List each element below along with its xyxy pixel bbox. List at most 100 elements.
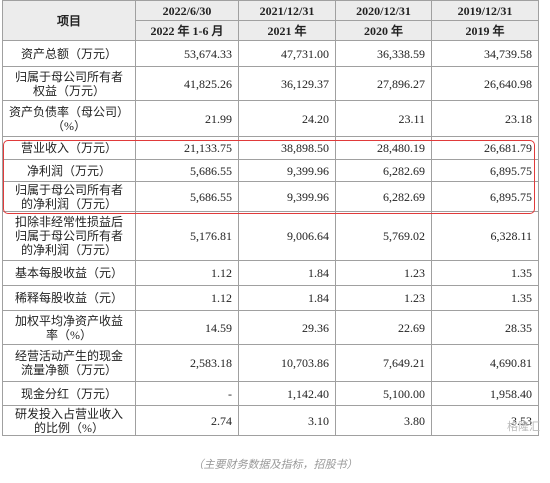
row-label-line: 加权平均净资产收益 bbox=[14, 313, 123, 328]
table-row: 加权平均净资产收益 率（%） 14.59 29.36 22.69 28.35 bbox=[2, 310, 539, 345]
cell-value: 38,898.50 bbox=[238, 136, 336, 160]
header-period: 2022 年 1-6 月 bbox=[135, 20, 239, 41]
row-label: 现金分红（万元） bbox=[2, 381, 136, 406]
row-label-line: 净利润（万元） bbox=[26, 163, 111, 178]
cell-value: 2,583.18 bbox=[135, 344, 239, 382]
cell-value: 4,690.81 bbox=[431, 344, 539, 382]
cell-value: 47,731.00 bbox=[238, 40, 336, 67]
cell-value: 36,338.59 bbox=[335, 40, 432, 67]
header-period: 2021 年 bbox=[238, 20, 336, 41]
row-label-line: 营业收入（万元） bbox=[20, 141, 117, 155]
cell-value: 3.80 bbox=[335, 405, 432, 436]
row-label-line: 资产总额（万元） bbox=[20, 46, 117, 61]
cell-value: 1,142.40 bbox=[238, 381, 336, 406]
cell-value: 5,176.81 bbox=[135, 211, 239, 261]
row-label: 归属于母公司所有者 权益（万元） bbox=[2, 66, 136, 101]
row-label: 研发投入占营业收入 的比例（%） bbox=[2, 405, 136, 436]
cell-value: 27,896.27 bbox=[335, 66, 432, 101]
cell-value: 9,399.96 bbox=[238, 159, 336, 182]
cell-value: 41,825.26 bbox=[135, 66, 239, 101]
row-label: 营业收入（万元） bbox=[2, 136, 136, 160]
header-date: 2022/6/30 bbox=[135, 0, 239, 21]
row-label: 归属于母公司所有者 的净利润（万元） bbox=[2, 181, 136, 212]
row-label-line: 稀释每股收益（元） bbox=[14, 291, 123, 305]
cell-value: 5,100.00 bbox=[335, 381, 432, 406]
table-row: 基本每股收益（元） 1.12 1.84 1.23 1.35 bbox=[2, 260, 539, 286]
cell-value: 53,674.33 bbox=[135, 40, 239, 67]
table-row: 归属于母公司所有者 的净利润（万元） 5,686.55 9,399.96 6,282.6… bbox=[2, 181, 539, 212]
cell-value: 26,681.79 bbox=[431, 136, 539, 160]
cell-value: 9,006.64 bbox=[238, 211, 336, 261]
cell-value: 28.35 bbox=[431, 310, 539, 345]
cell-value: 6,282.69 bbox=[335, 159, 432, 182]
cell-value: 5,686.55 bbox=[135, 159, 239, 182]
row-label-line: 经营活动产生的现金 bbox=[14, 349, 123, 363]
table-body: 项目 2022/6/30 2021/12/31 2020/12/31 2019/12/… bbox=[2, 0, 539, 436]
cell-value: 36,129.37 bbox=[238, 66, 336, 101]
cell-value: 1.23 bbox=[335, 260, 432, 286]
row-label-line: 的比例（%） bbox=[34, 420, 104, 435]
table-row: 净利润（万元） 5,686.55 9,399.96 6,282.69 6,895.75 bbox=[2, 159, 539, 182]
cell-value: 1,958.40 bbox=[431, 381, 539, 406]
row-label: 净利润（万元） bbox=[2, 159, 136, 182]
row-label: 基本每股收益（元） bbox=[2, 260, 136, 286]
row-label: 加权平均净资产收益 率（%） bbox=[2, 310, 136, 345]
cell-value: 9,399.96 bbox=[238, 181, 336, 212]
header-date: 2021/12/31 bbox=[238, 0, 336, 21]
row-label-line: 的净利润（万元） bbox=[20, 243, 117, 257]
row-label-line: 基本每股收益（元） bbox=[14, 266, 123, 280]
cell-value: 7,649.21 bbox=[335, 344, 432, 382]
cell-value: 22.69 bbox=[335, 310, 432, 345]
row-label-line: 研发投入占营业收入 bbox=[14, 406, 123, 421]
row-label: 资产负债率（母公司） （%） bbox=[2, 100, 136, 137]
row-label-line: 归属于母公司所有者 bbox=[14, 69, 123, 84]
header-date: 2020/12/31 bbox=[335, 0, 432, 21]
cell-value: 34,739.58 bbox=[431, 40, 539, 67]
cell-value: 2.74 bbox=[135, 405, 239, 436]
cell-value: 1.35 bbox=[431, 260, 539, 286]
header-period: 2019 年 bbox=[431, 20, 539, 41]
row-label-line: 的净利润（万元） bbox=[20, 196, 117, 211]
cell-value: 14.59 bbox=[135, 310, 239, 345]
table-row: 资产总额（万元） 53,674.33 47,731.00 36,338.59 34,73… bbox=[2, 40, 539, 67]
cell-value: 5,686.55 bbox=[135, 181, 239, 212]
caption: （主要财务数据及指标，招股书） bbox=[192, 458, 358, 471]
row-label-line: 扣除非经常性损益后 bbox=[14, 215, 123, 229]
row-label-line: 归属于母公司所有者 bbox=[14, 229, 123, 243]
cell-value: 1.84 bbox=[238, 285, 336, 311]
header-period: 2020 年 bbox=[335, 20, 432, 41]
row-label: 稀释每股收益（元） bbox=[2, 285, 136, 311]
row-label: 经营活动产生的现金 流量净额（万元） bbox=[2, 344, 136, 382]
header-date: 2019/12/31 bbox=[431, 0, 539, 21]
cell-value: 23.11 bbox=[335, 100, 432, 137]
cell-value: 26,640.98 bbox=[431, 66, 539, 101]
row-label-line: 权益（万元） bbox=[32, 83, 105, 98]
row-label-line: 归属于母公司所有者 bbox=[14, 182, 123, 197]
table-row: 现金分红（万元） -1,142.40 5,100.00 1,958.40 bbox=[2, 381, 539, 406]
cell-value: 5,769.02 bbox=[335, 211, 432, 261]
cell-value: 3.53 bbox=[431, 405, 539, 436]
row-label-line: （%） bbox=[52, 118, 86, 133]
cell-value: 23.18 bbox=[431, 100, 539, 137]
cell-value: - bbox=[135, 381, 239, 406]
cell-value: 6,895.75 bbox=[431, 181, 539, 212]
row-label-line: 现金分红（万元） bbox=[20, 386, 117, 401]
cell-value: 28,480.19 bbox=[335, 136, 432, 160]
table-row: 营业收入（万元） 21,133.75 38,898.50 28,480.19 26,68… bbox=[2, 136, 539, 160]
table-row: 研发投入占营业收入 的比例（%） 2.74 3.10 3.80 3.53 bbox=[2, 405, 539, 436]
cell-value: 3.10 bbox=[238, 405, 336, 436]
cell-value: 1.23 bbox=[335, 285, 432, 311]
cell-value: 24.20 bbox=[238, 100, 336, 137]
table-row: 扣除非经常性损益后 归属于母公司所有者 的净利润（万元） 5,176.81 9,006.… bbox=[2, 211, 539, 261]
cell-value: 6,328.11 bbox=[431, 211, 539, 261]
table-row: 经营活动产生的现金 流量净额（万元） 2,583.18 10,703.86 7,649.… bbox=[2, 344, 539, 382]
header-row: 项目 2022/6/30 2021/12/31 2020/12/31 2019/12/… bbox=[2, 0, 539, 41]
cell-value: 6,282.69 bbox=[335, 181, 432, 212]
row-label-line: 率（%） bbox=[46, 327, 92, 342]
cell-value: 1.12 bbox=[135, 285, 239, 311]
header-row: 2022 年 1-6 月 2021 年 2020 年 2019 年 bbox=[3, 20, 539, 41]
row-label: 资产总额（万元） bbox=[2, 40, 136, 67]
header-item: 项目 bbox=[2, 0, 136, 41]
row-label: 扣除非经常性损益后 归属于母公司所有者 的净利润（万元） bbox=[2, 211, 136, 261]
